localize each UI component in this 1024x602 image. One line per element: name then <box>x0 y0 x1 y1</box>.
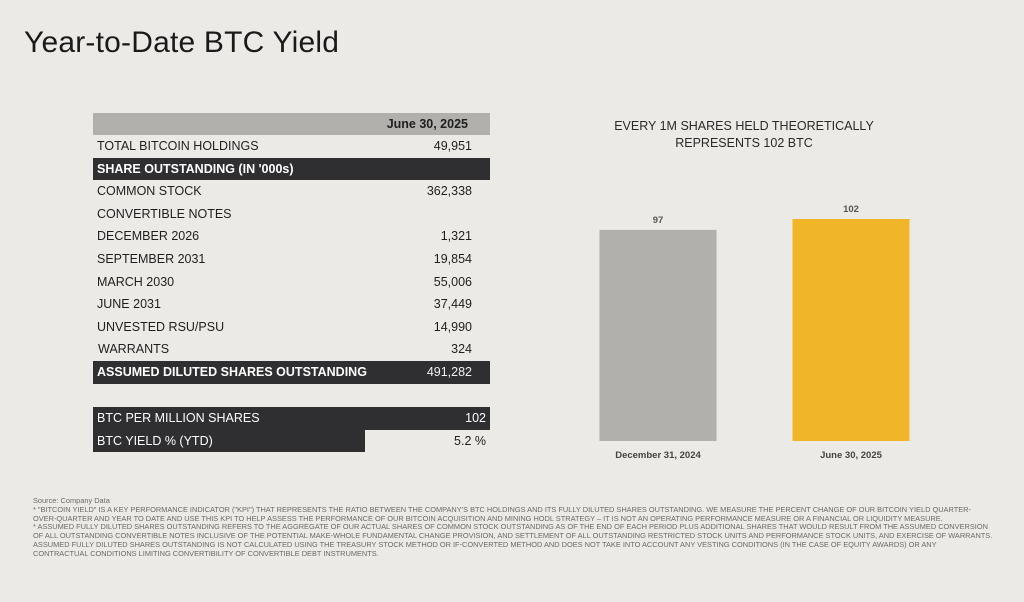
row-label: CONVERTIBLE NOTES <box>97 206 232 221</box>
row-value: 324 <box>451 342 472 357</box>
row-value: 55,006 <box>433 274 472 289</box>
row-value: 37,449 <box>433 297 472 312</box>
table-row: SEPTEMBER 2031 19,854 <box>93 248 490 271</box>
row-label: MARCH 2030 <box>97 274 175 289</box>
row-label: WARRANTS <box>98 342 170 357</box>
footnote-bitcoin-yield: * "BITCOIN YIELD" IS A KEY PERFORMANCE I… <box>33 504 971 523</box>
row-value: 362,338 <box>426 184 472 199</box>
metric-row-btc-yield: BTC YIELD % (YTD) 5.2 % <box>93 429 490 452</box>
source-note: Source: Company Data <box>33 496 110 505</box>
table-section-row: SHARE OUTSTANDING (IN '000s) <box>93 157 490 181</box>
table-row: COMMON STOCK 362,338 <box>93 180 490 203</box>
row-label: JUNE 2031 <box>97 297 161 312</box>
row-value: 14,990 <box>433 319 472 334</box>
metric-value: 5.2 % <box>454 433 486 448</box>
section-label: SHARE OUTSTANDING (IN '000s) <box>97 161 294 176</box>
bar-data-label: 102 <box>843 204 859 215</box>
table-header-date: June 30, 2025 <box>386 117 468 131</box>
table-header-row: June 30, 2025 <box>93 113 490 135</box>
row-label: UNVESTED RSU/PSU <box>97 319 225 334</box>
table-row: WARRANTS 324 <box>93 338 490 361</box>
page-title: Year-to-Date BTC Yield <box>24 26 340 59</box>
x-tick-label: June 30, 2025 <box>820 450 883 461</box>
row-label: COMMON STOCK <box>97 184 202 199</box>
x-tick-label: December 31, 2024 <box>615 450 701 461</box>
footnote-diluted-shares: * ASSUMED FULLY DILUTED SHARES OUTSTANDI… <box>33 522 993 558</box>
row-value: 49,951 <box>433 139 472 153</box>
chart-title: EVERY 1M SHARES HELD THEORETICALLY REPRE… <box>596 118 892 152</box>
metric-label: BTC PER MILLION SHARES <box>97 411 260 425</box>
row-label: DECEMBER 2026 <box>97 229 200 244</box>
metrics-table: BTC PER MILLION SHARES 102 BTC YIELD % (… <box>93 407 490 452</box>
metric-label: BTC YIELD % (YTD) <box>97 433 213 448</box>
metric-value: 102 <box>465 411 486 425</box>
chart-title-line-1: EVERY 1M SHARES HELD THEORETICALLY <box>614 119 874 133</box>
row-value: 1,321 <box>440 229 472 244</box>
table-row: JUNE 2031 37,449 <box>93 293 490 316</box>
row-label: TOTAL BITCOIN HOLDINGS <box>97 139 259 153</box>
holdings-table: June 30, 2025 TOTAL BITCOIN HOLDINGS 49,… <box>93 113 490 384</box>
chart-title-line-2: REPRESENTS 102 BTC <box>675 136 813 150</box>
total-label: ASSUMED DILUTED SHARES OUTSTANDING <box>97 364 367 379</box>
bar-data-label: 97 <box>653 215 664 226</box>
footnotes: Source: Company Data * "BITCOIN YIELD" I… <box>33 496 993 559</box>
bar-1 <box>599 229 717 441</box>
table-row: CONVERTIBLE NOTES <box>93 203 490 226</box>
total-value: 491,282 <box>426 364 472 379</box>
table-total-row: ASSUMED DILUTED SHARES OUTSTANDING 491,2… <box>93 360 490 384</box>
metric-label-background <box>93 429 365 452</box>
row-label: SEPTEMBER 2031 <box>97 251 206 266</box>
metric-row-btc-per-million: BTC PER MILLION SHARES 102 <box>93 407 490 430</box>
table-row: DECEMBER 2026 1,321 <box>93 225 490 248</box>
bar-2 <box>792 219 910 441</box>
table-row: UNVESTED RSU/PSU 14,990 <box>93 316 490 339</box>
table-row: TOTAL BITCOIN HOLDINGS 49,951 <box>93 135 490 158</box>
table-row: MARCH 2030 55,006 <box>93 271 490 294</box>
row-value: 19,854 <box>433 251 472 266</box>
